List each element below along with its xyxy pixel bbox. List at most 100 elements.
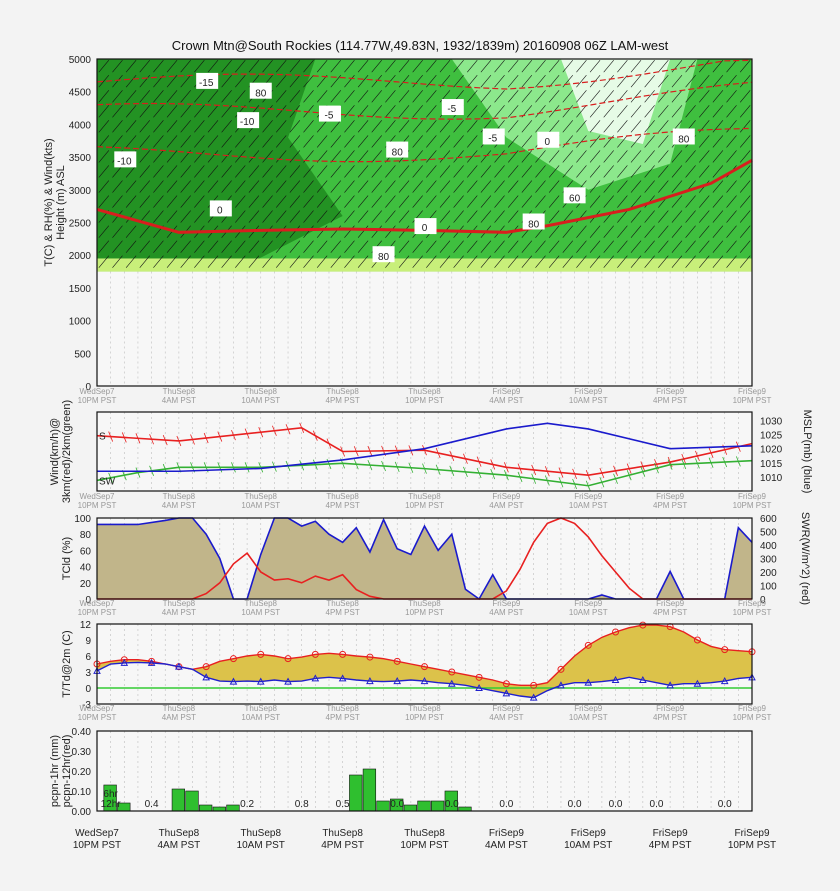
wind-barb: [398, 210, 410, 223]
wind-barb: [739, 240, 751, 253]
dew-marker: [720, 677, 729, 685]
wind-barb: [562, 75, 574, 88]
cross-section-panel: -15 -10 -10 -5 -5 -5 0 0 0 80 80 80 60 80 80: [96, 59, 753, 386]
wind-barb: [316, 180, 328, 193]
temp-marker: [530, 681, 538, 689]
wind-barb: [112, 225, 123, 238]
time-label-hour: 10AM PST: [237, 840, 285, 851]
wind-barb: [303, 210, 314, 223]
wind-barb: [712, 150, 724, 163]
cross-section-frame: [96, 58, 753, 387]
wind-barb: [180, 225, 191, 238]
temp-marker: [257, 650, 265, 658]
wind-barb: [603, 240, 614, 253]
wind-barb: [221, 225, 232, 238]
wind-barb: [671, 90, 683, 103]
wind-barb: [316, 75, 328, 88]
wind-barb: [671, 195, 683, 208]
wind-barb: [207, 210, 219, 223]
wind-barb: [521, 165, 533, 178]
wind-barb: [453, 210, 464, 223]
wind-barb: [603, 225, 614, 238]
wind-barb: [235, 150, 246, 163]
wind-barb: [494, 195, 505, 208]
wind-barb: [371, 150, 382, 163]
time-label-hour: 4AM PST: [489, 396, 523, 405]
wind-barb: [371, 240, 382, 253]
rh-label-box: [672, 128, 695, 145]
wind-barb: [153, 255, 164, 268]
wind-barb: [180, 75, 191, 88]
wind-barb: [426, 210, 437, 223]
wind-barb: [562, 60, 574, 73]
wind-barb-2km: [544, 475, 550, 486]
mslp-axis-label: MSLP(mb) (blue): [801, 410, 813, 494]
wind-barb: [521, 180, 533, 193]
wind-barb: [576, 75, 587, 88]
wind-barb: [712, 255, 724, 268]
wind-barb: [357, 255, 369, 268]
wind-barb: [548, 240, 560, 253]
wind-barb: [548, 105, 560, 118]
time-label-day: FriSep9: [571, 828, 606, 839]
cloud-tick-label: 0: [85, 595, 91, 606]
time-label-day: FriSep9: [738, 704, 767, 713]
wind-barb: [194, 240, 205, 253]
time-label-hour: 10AM PST: [241, 713, 280, 722]
contour-label-box: [537, 131, 560, 148]
wind-barb: [439, 165, 451, 178]
precip-6hr-label: 6hr: [103, 789, 118, 800]
wind-barb: [494, 240, 505, 253]
wind-barb: [603, 210, 614, 223]
wind-barb-2km: [422, 463, 427, 474]
wind-barb: [548, 255, 560, 268]
wind-barb: [275, 180, 287, 193]
wind-barb: [494, 120, 505, 133]
wind-barb: [357, 210, 369, 223]
wind-barb-3km: [367, 445, 373, 457]
wind-barb: [739, 150, 751, 163]
wind-barb: [180, 135, 191, 148]
time-label-day: WedSep7: [80, 387, 116, 396]
wind-barb-2km: [244, 462, 250, 473]
wind-barb: [467, 165, 478, 178]
wind-barb: [248, 240, 260, 253]
wind-barb: [439, 240, 451, 253]
wind-barb: [535, 180, 546, 193]
wind-barb: [494, 150, 505, 163]
temp-axis-label: T/Td@2m (C): [61, 630, 73, 697]
wind-barb: [166, 150, 178, 163]
wind-barb-3km: [217, 431, 223, 442]
wind-barb: [548, 135, 560, 148]
wind-barb: [426, 135, 437, 148]
wind-barb: [671, 165, 683, 178]
time-label-day: ThuSep8: [245, 492, 278, 501]
wind-barb: [357, 75, 369, 88]
wind-barb: [153, 120, 164, 133]
wind-barb-3km: [190, 434, 195, 445]
wind-barb: [371, 120, 382, 133]
wind-barb: [316, 120, 328, 133]
time-label-day: WedSep7: [80, 492, 116, 501]
wind-barb: [699, 150, 710, 163]
wind-barb: [357, 195, 369, 208]
wind-barb: [180, 105, 191, 118]
precip-bar: [185, 790, 199, 812]
wind-barb: [153, 180, 164, 193]
wind-barb: [467, 150, 478, 163]
wind-barb: [671, 120, 683, 133]
dew-marker: [175, 662, 183, 670]
swr-axis-label: SWR(W/m^2) (red): [799, 512, 811, 605]
wind-barb: [112, 105, 123, 118]
y-tick-label: 500: [74, 349, 91, 360]
temp-contour: [96, 81, 753, 120]
mslp-tick-label: 1010: [760, 473, 783, 484]
precip-tick-label: 0.30: [72, 747, 92, 758]
wind-barb: [235, 120, 246, 133]
temp-contour-label: -5: [488, 133, 497, 144]
wind-barb: [125, 210, 137, 223]
y-tick-label: 5000: [69, 55, 92, 66]
wind-barb: [630, 165, 642, 178]
wind-barb: [712, 135, 724, 148]
wind-barb: [507, 165, 519, 178]
